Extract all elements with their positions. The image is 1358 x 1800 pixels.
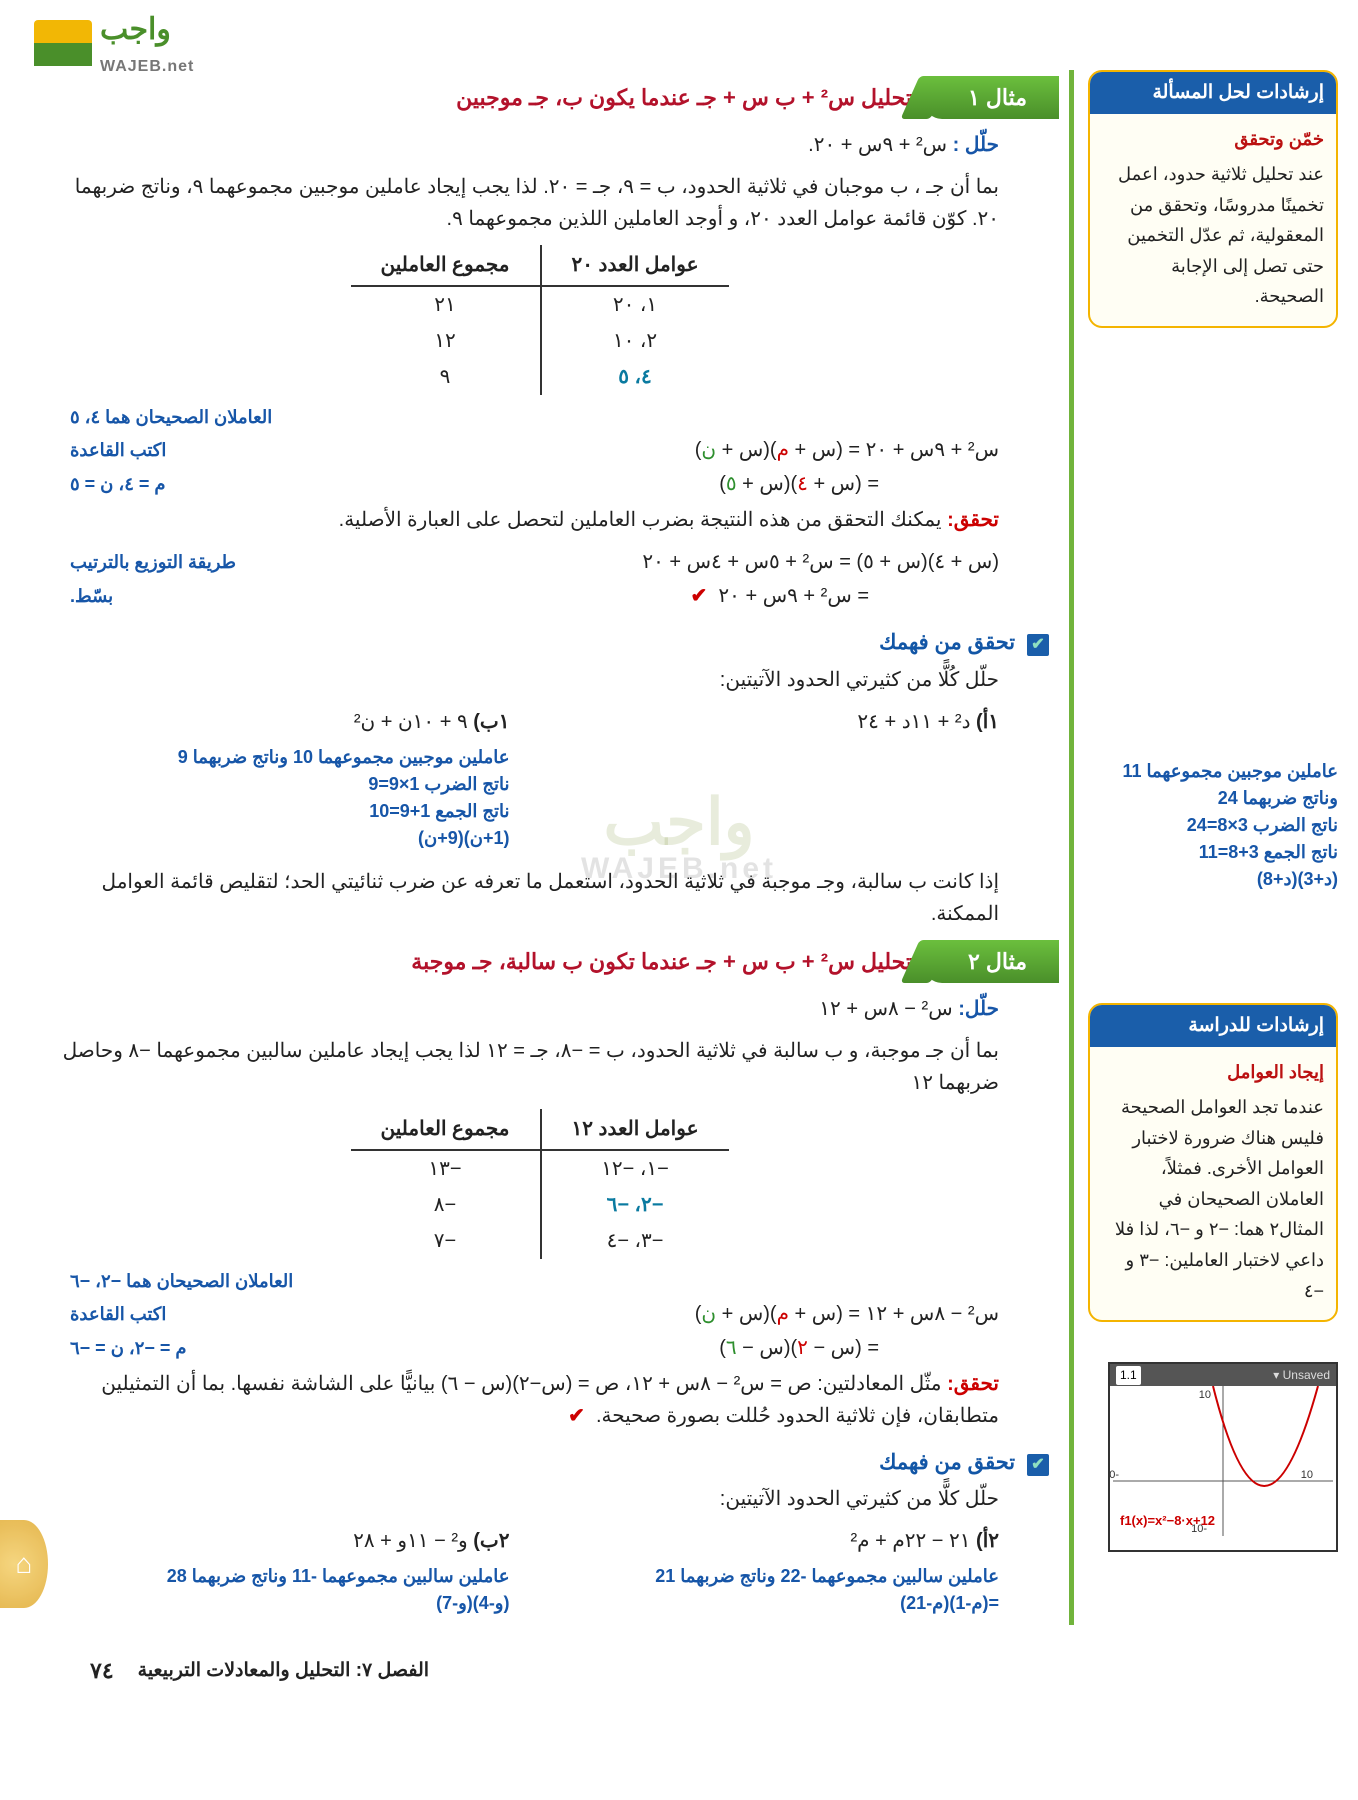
ex1-check-head: ✔ تحقق من فهمك bbox=[20, 626, 1049, 660]
ex1-dist1: (س + ٤)(س + ٥) = س² + ٥س + ٤س + ٢٠ طريقة… bbox=[60, 546, 999, 578]
ex1-expr: س² + ٩س + ٢٠. bbox=[808, 134, 947, 156]
logo-ar: واجب bbox=[100, 6, 194, 54]
verify-text: يمكنك التحقق من هذه النتيجة بضرب العاملي… bbox=[339, 509, 942, 531]
check-icon: ✔ bbox=[1027, 634, 1049, 656]
table-row: ٤، ٥٩ bbox=[351, 359, 729, 395]
ex1-subproblems: ١أ) د² + ١١د + ٢٤ ١ب) ٩ + ١٠ن + ن² عاملي… bbox=[60, 706, 999, 852]
calc-page: 1.1 bbox=[1116, 1366, 1141, 1385]
table-row: −٣، −٤−٧ bbox=[351, 1223, 729, 1259]
tip2-body: إيجاد العوامل عندما تجد العوامل الصحيحة … bbox=[1090, 1047, 1336, 1320]
table-row: ٢، ١٠١٢ bbox=[351, 323, 729, 359]
svg-text:10: 10 bbox=[1301, 1469, 1313, 1481]
tip-box-1: إرشادات لحل المسألة خمّن وتحقق عند تحليل… bbox=[1088, 70, 1338, 328]
table-row: −١، −١٢−١٣ bbox=[351, 1150, 729, 1187]
check-icon: ✔ bbox=[1027, 1454, 1049, 1476]
page-footer: الفصل ٧: التحليل والمعادلات التربيعية ٧٤ bbox=[20, 1653, 1338, 1688]
example2-pill: مثال ٢ bbox=[924, 940, 1059, 983]
watermark: واجب WAJEB.net bbox=[581, 790, 777, 884]
ex1-solve: حلّل : س² + ٩س + ٢٠. bbox=[60, 129, 999, 161]
ex2-check-head: ✔ تحقق من فهمك bbox=[20, 1446, 1049, 1480]
ex2b-answer: عاملين سالبين مجموعهما -11 وناتج ضربهما … bbox=[60, 1563, 510, 1617]
ex1-rule-line: س² + ٩س + ٢٠ = (س + م)(س + ن) اكتب القاع… bbox=[60, 434, 999, 466]
ex1-verify: تحقق: يمكنك التحقق من هذه النتيجة بضرب ا… bbox=[60, 504, 999, 536]
tip2-sub: إيجاد العوامل bbox=[1102, 1057, 1324, 1088]
ex1-th1: عوامل العدد ٢٠ bbox=[541, 245, 729, 286]
sidebar: إرشادات لحل المسألة خمّن وتحقق عند تحليل… bbox=[1088, 70, 1338, 1625]
ex2-solve: حلّل: س² − ٨س + ١٢ bbox=[60, 993, 999, 1025]
calc-equation: f1(x)=x²−8·x+12 bbox=[1120, 1511, 1215, 1532]
example2-header: مثال ٢ تحليل س² + ب س + جـ عندما تكون ب … bbox=[20, 940, 1059, 983]
verify-label: تحقق: bbox=[947, 509, 999, 531]
example1-header: مثال ١ تحليل س² + ب س + جـ عندما يكون ب،… bbox=[20, 76, 1059, 119]
calculator-screenshot: Unsaved ▾ 1.1 -10 10 10 -10 f1(x)=x²−8·x… bbox=[1108, 1362, 1338, 1552]
ex2-rule-line: س² − ٨س + ١٢ = (س + م)(س + ن) اكتب القاع… bbox=[60, 1298, 999, 1330]
calc-title: Unsaved ▾ bbox=[1273, 1366, 1330, 1385]
tip2-header: إرشادات للدراسة bbox=[1090, 1005, 1336, 1047]
ex1-th2: مجموع العاملين bbox=[351, 245, 541, 286]
tip1-sub: خمّن وتحقق bbox=[1102, 124, 1324, 155]
tip1-text: عند تحليل ثلاثية حدود، اعمل تخمينًا مدرو… bbox=[1102, 159, 1324, 312]
ex2-verify: تحقق: مثّل المعادلتين: ص = س² − ٨س + ١٢،… bbox=[60, 1368, 999, 1432]
ex2b: ٢ب) و² − ١١و + ٢٨ عاملين سالبين مجموعهما… bbox=[60, 1525, 510, 1617]
book-icon bbox=[34, 20, 92, 66]
solve-label: حلّل : bbox=[953, 134, 999, 156]
tip-box-2: إرشادات للدراسة إيجاد العوامل عندما تجد … bbox=[1088, 1003, 1338, 1322]
ex2-p1: بما أن جـ موجبة، و ب سالبة في ثلاثية الح… bbox=[60, 1035, 999, 1099]
ex2-factor-table: عوامل العدد ١٢ مجموع العاملين −١، −١٢−١٣… bbox=[351, 1109, 729, 1259]
page-number: ٧٤ bbox=[90, 1653, 114, 1688]
logo-en: WAJEB.net bbox=[100, 54, 194, 80]
chapter-label: الفصل ٧: التحليل والمعادلات التربيعية bbox=[138, 1656, 429, 1686]
table-row: ١، ٢٠٢١ bbox=[351, 286, 729, 323]
ex2-sub-line: = (س − ٢)(س − ٦) م = −٢، ن = −٦ bbox=[60, 1332, 999, 1364]
edge-tab-icon: ⌂ bbox=[0, 1520, 48, 1608]
svg-text:10: 10 bbox=[1199, 1389, 1211, 1401]
example1-pill: مثال ١ bbox=[924, 76, 1059, 119]
ex1-dist2: = س² + ٩س + ٢٠ ✔ بسّط. bbox=[60, 580, 999, 612]
ex1-p1: بما أن جـ ، ب موجبان في ثلاثية الحدود، ب… bbox=[60, 171, 999, 235]
ex1b-answer: عاملين موجبين مجموعهما 10 وناتج ضربهما 9… bbox=[60, 744, 510, 852]
calc-titlebar: Unsaved ▾ 1.1 bbox=[1110, 1364, 1336, 1386]
table-row: −٢، −٦−٨ bbox=[351, 1187, 729, 1223]
ex1-check-prompt: حلّل كُلًّا من كثيرتي الحدود الآتيتين: bbox=[60, 664, 999, 696]
logo-text: واجب WAJEB.net bbox=[100, 6, 194, 80]
calc-graph: -10 10 10 -10 f1(x)=x²−8·x+12 bbox=[1110, 1386, 1336, 1536]
ex1b: ١ب) ٩ + ١٠ن + ن² عاملين موجبين مجموعهما … bbox=[60, 706, 510, 852]
ex2a: ٢أ) ٢١ − ٢٢م + م² عاملين سالبين مجموعهما… bbox=[550, 1525, 1000, 1617]
example1-title: تحليل س² + ب س + جـ عندما يكون ب، جـ موج… bbox=[456, 80, 912, 115]
tip2-text: عندما تجد العوامل الصحيحة فليس هناك ضرور… bbox=[1102, 1092, 1324, 1306]
tip1-body: خمّن وتحقق عند تحليل ثلاثية حدود، اعمل ت… bbox=[1090, 114, 1336, 326]
main-content: مثال ١ تحليل س² + ب س + جـ عندما يكون ب،… bbox=[20, 70, 1074, 1625]
bridge-text: إذا كانت ب سالبة، وجـ موجبة في ثلاثية ال… bbox=[60, 866, 999, 930]
ex1-sub-line: = (س + ٤)(س + ٥) م = ٤، ن = ٥ bbox=[60, 468, 999, 500]
ex1-correct: العاملان الصحيحان هما ٤، ٥ bbox=[60, 403, 999, 432]
example2-title: تحليل س² + ب س + جـ عندما تكون ب سالبة، … bbox=[411, 944, 912, 979]
ex2-subproblems: ٢أ) ٢١ − ٢٢م + م² عاملين سالبين مجموعهما… bbox=[60, 1525, 999, 1617]
ex1-factor-table: عوامل العدد ٢٠ مجموع العاملين ١، ٢٠٢١ ٢،… bbox=[351, 245, 729, 395]
tip1-header: إرشادات لحل المسألة bbox=[1090, 72, 1336, 114]
ex2-check-prompt: حلّل كلًّا من كثيرتي الحدود الآتيتين: bbox=[60, 1483, 999, 1515]
site-logo: واجب WAJEB.net bbox=[34, 6, 194, 80]
ex1a-side-answer: عاملين موجبين مجموعهما 11 وناتج ضربهما 2… bbox=[1088, 758, 1338, 893]
ex2a-answer: عاملين سالبين مجموعهما -22 وناتج ضربهما … bbox=[550, 1563, 1000, 1617]
svg-text:-10: -10 bbox=[1110, 1469, 1119, 1481]
ex2-correct: العاملان الصحيحان هما −٢، −٦ bbox=[60, 1267, 999, 1296]
